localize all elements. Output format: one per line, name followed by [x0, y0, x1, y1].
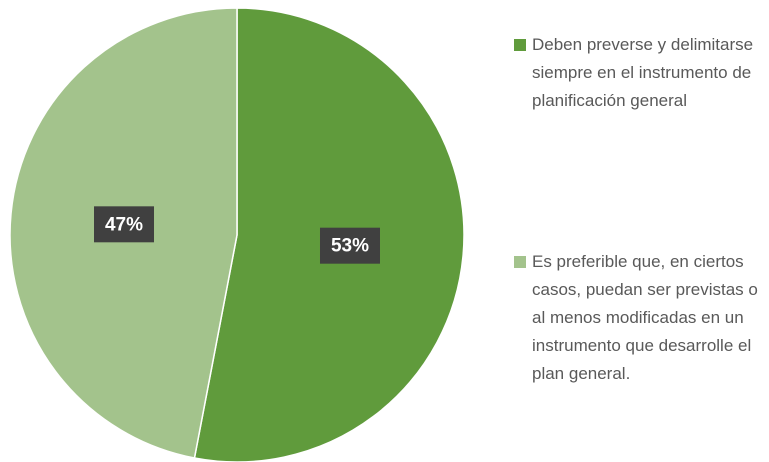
legend-item: Es preferible que, en ciertos casos, pue…	[514, 248, 764, 388]
data-label-box	[94, 206, 155, 243]
data-label: 47%	[94, 206, 155, 243]
data-label-box	[319, 227, 380, 264]
legend-text: Es preferible que, en ciertos casos, pue…	[532, 252, 758, 383]
legend-item: Deben preverse y delimitarse siempre en …	[514, 31, 764, 115]
data-label: 53%	[319, 227, 380, 264]
legend-text: Deben preverse y delimitarse siempre en …	[532, 35, 754, 110]
legend-swatch	[514, 256, 526, 268]
legend-swatch	[514, 39, 526, 51]
data-label-text: 47%	[105, 214, 143, 235]
data-label-text: 53%	[331, 236, 369, 257]
